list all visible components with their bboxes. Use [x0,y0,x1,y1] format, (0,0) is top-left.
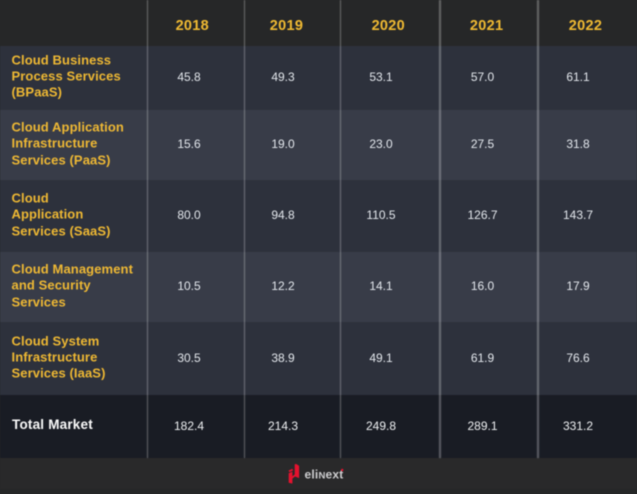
svg-text:eliNext: eliNext [305,467,344,481]
